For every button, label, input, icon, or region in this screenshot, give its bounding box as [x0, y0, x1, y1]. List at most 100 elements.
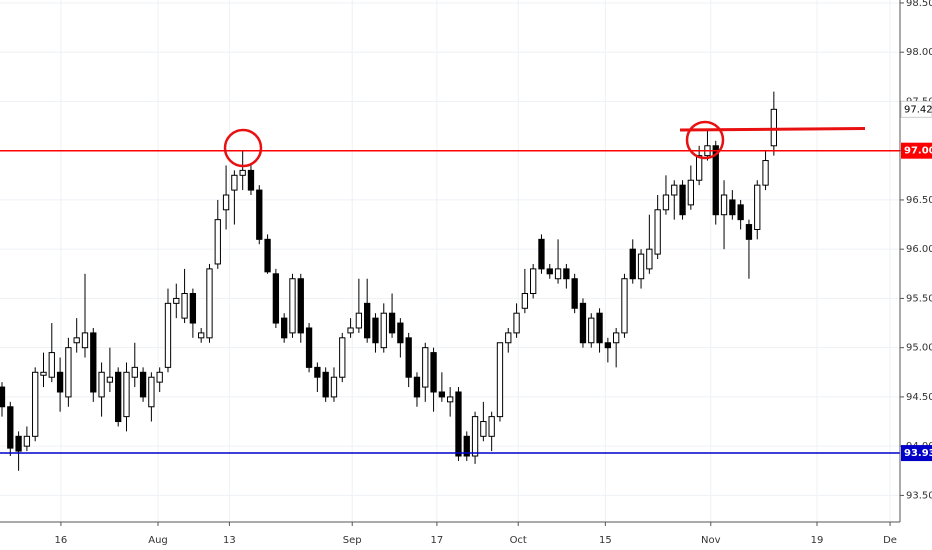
trend-line: [679, 127, 866, 132]
y-tick-label: 93.50: [906, 490, 932, 501]
candle-body: [322, 371, 329, 398]
candle-body: [671, 184, 678, 196]
candle-body: [388, 312, 396, 334]
candle-body: [198, 332, 205, 339]
candle-body: [720, 194, 728, 216]
candle-body: [164, 302, 172, 368]
candle-body: [330, 376, 338, 398]
candle-body: [654, 209, 661, 255]
candle-body: [397, 322, 404, 344]
x-tick-label: De: [883, 535, 897, 546]
candle-body: [256, 189, 263, 240]
candle-body: [604, 342, 612, 349]
y-tick-label: 95.50: [906, 293, 932, 304]
candle-body: [339, 337, 346, 378]
candle-body: [496, 342, 504, 418]
candle-body: [687, 179, 695, 206]
x-tick-label: Sep: [343, 535, 362, 546]
candle-body: [115, 371, 122, 423]
candle-body: [521, 293, 529, 309]
candle-body: [264, 238, 271, 273]
level-label: 97.00: [904, 146, 932, 157]
candle-body: [289, 278, 296, 334]
axis-labels: 93.5094.0094.5095.0095.5096.0096.5097.00…: [55, 0, 932, 546]
x-tick-label: Nov: [701, 535, 721, 546]
y-tick-label: 98.50: [906, 0, 932, 9]
candle-body: [455, 391, 462, 457]
candle-body: [189, 293, 197, 324]
candle-body: [364, 302, 371, 339]
candle-body: [222, 194, 230, 211]
candle-body: [621, 278, 628, 334]
candle-body: [23, 435, 31, 447]
candle-body: [554, 268, 562, 280]
candle-body: [347, 327, 354, 334]
candle-body: [737, 204, 744, 221]
highlight-circle: [223, 128, 263, 168]
candle-body: [754, 184, 761, 230]
candle-body: [480, 421, 487, 437]
candle-body: [729, 199, 736, 216]
candle-body: [530, 268, 537, 295]
candle-body: [272, 273, 280, 324]
candle-body: [139, 371, 147, 398]
candle-body: [646, 248, 653, 270]
candle-body: [32, 371, 39, 437]
candle-body: [629, 248, 636, 280]
candle-body: [538, 238, 545, 270]
x-tick-label: 16: [55, 535, 68, 546]
candle-body: [131, 366, 138, 378]
candle-body: [56, 371, 64, 393]
y-tick-label: 96.50: [906, 195, 932, 206]
grid: [0, 0, 900, 522]
candle-body: [281, 317, 288, 339]
candle-body: [0, 386, 6, 408]
x-tick-label: 17: [431, 535, 444, 546]
candle-body: [173, 297, 180, 304]
candle-body: [156, 371, 163, 383]
level-label: 93.93: [904, 448, 932, 459]
candle-body: [579, 302, 587, 344]
candle-body: [65, 347, 72, 398]
x-tick-label: Aug: [148, 535, 168, 546]
candle-body: [588, 317, 595, 344]
candle-body: [571, 278, 578, 309]
candle-body: [206, 268, 213, 339]
candle-body: [106, 376, 114, 383]
highlight-circle: [685, 120, 725, 160]
candle-body: [596, 312, 603, 344]
candle-body: [90, 332, 97, 393]
candle-body: [770, 108, 778, 147]
y-tick-label: 95.00: [906, 343, 932, 354]
candle-body: [231, 174, 238, 191]
x-tick-label: Oct: [510, 535, 527, 546]
last-price-label: 97.42: [904, 104, 932, 115]
y-tick-label: 96.00: [906, 244, 932, 255]
candle-body: [488, 416, 495, 437]
candle-body: [413, 376, 421, 398]
candle-body: [355, 312, 363, 329]
candle-body: [372, 317, 379, 344]
candle-body: [297, 278, 304, 334]
candle-body: [438, 391, 446, 398]
candle-body: [563, 268, 570, 280]
candle-body: [239, 169, 246, 176]
candle-body: [181, 293, 188, 319]
candle-body: [98, 371, 105, 398]
x-tick-label: 15: [599, 535, 612, 546]
candle-body: [40, 371, 47, 376]
candle-body: [314, 366, 321, 378]
candle-body: [513, 312, 520, 334]
candle-body: [679, 184, 686, 216]
candle-body: [712, 145, 719, 216]
candle-body: [123, 371, 130, 418]
x-tick-label: 19: [811, 535, 824, 546]
candle-body: [422, 347, 429, 388]
candle-body: [148, 376, 155, 408]
candle-body: [613, 332, 620, 344]
candle-body: [214, 219, 221, 265]
candle-body: [637, 253, 645, 280]
level-label-box: [901, 445, 932, 462]
